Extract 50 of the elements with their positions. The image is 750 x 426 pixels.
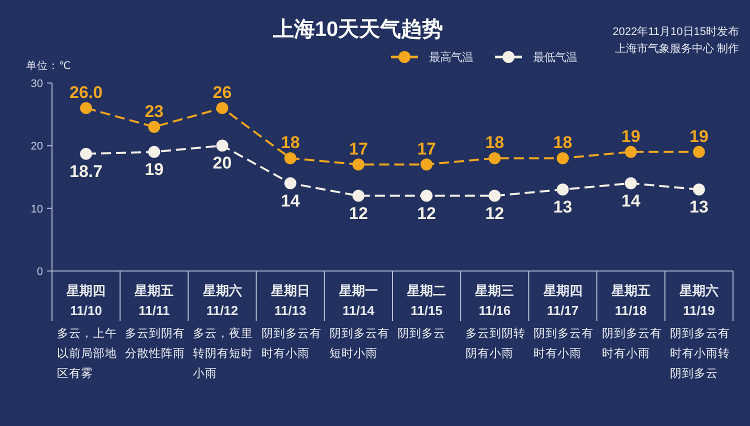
value-label: 19 (621, 126, 640, 146)
title: 上海10天天气趋势 (272, 18, 444, 41)
value-label: 13 (553, 198, 572, 217)
value-label: 12 (349, 204, 368, 223)
value-label: 18.7 (70, 162, 103, 181)
annotation: 阴到多云有时有小雨 (261, 328, 322, 360)
y-tick-label: 10 (30, 203, 43, 216)
value-label: 14 (621, 191, 640, 210)
category: 星期五 11/18 (611, 283, 650, 318)
annotation: 上海市气象服务中心 制作 (614, 43, 739, 55)
category: 星期三 11/16 (475, 283, 514, 318)
category: 星期日 11/13 (270, 283, 310, 318)
value-label: 20 (212, 154, 232, 173)
value-label: 17 (417, 139, 436, 158)
value-label: 26.0 (70, 83, 103, 102)
value-label: 13 (690, 198, 708, 217)
annotation: 多云到阴有分散性阵雨 (125, 328, 186, 360)
category: 星期六 11/19 (679, 283, 718, 318)
value-label: 18 (280, 133, 300, 152)
value-label: 19 (690, 126, 708, 146)
y-tick-label: 30 (30, 78, 43, 90)
legend-label: 最高气温 (429, 52, 473, 64)
value-label: 17 (349, 139, 368, 158)
annotation: 阴到多云有时有小雨 (602, 328, 662, 360)
annotation: 阴到多云 (398, 328, 446, 340)
value-label: 18 (485, 133, 504, 152)
category: 星期一 11/14 (338, 283, 378, 318)
value-label: 26 (212, 83, 232, 102)
y-tick-label: 20 (30, 140, 43, 153)
value-label: 14 (280, 191, 300, 210)
category: 星期二 11/15 (407, 283, 446, 318)
value-label: 19 (144, 160, 164, 179)
category: 星期四 11/10 (66, 283, 106, 318)
value-label: 12 (417, 204, 436, 223)
annotation: 2022年11月10日15时发布 (612, 26, 739, 38)
ylabel: 单位：℃ (26, 60, 71, 72)
y-tick-label: 0 (36, 266, 43, 278)
value-label: 12 (485, 204, 504, 223)
annotation: 阴到多云有短时小雨 (329, 328, 390, 360)
category: 星期五 11/11 (134, 283, 174, 318)
category: 星期六 11/12 (202, 283, 242, 318)
value-label: 23 (144, 102, 164, 121)
annotation: 阴到多云有时有小雨转阴到多云 (670, 328, 730, 380)
annotation: 多云，上午以前局部地区有雾 (57, 328, 117, 380)
annotation: 多云到阴转阴有小雨 (466, 328, 526, 360)
category: 星期四 11/17 (543, 283, 582, 318)
annotation: 阴到多云有时有小雨 (534, 328, 594, 360)
legend-label: 最低气温 (533, 52, 577, 64)
annotation: 多云，夜里转阴有短时小雨 (193, 328, 254, 380)
value-label: 18 (553, 133, 572, 152)
